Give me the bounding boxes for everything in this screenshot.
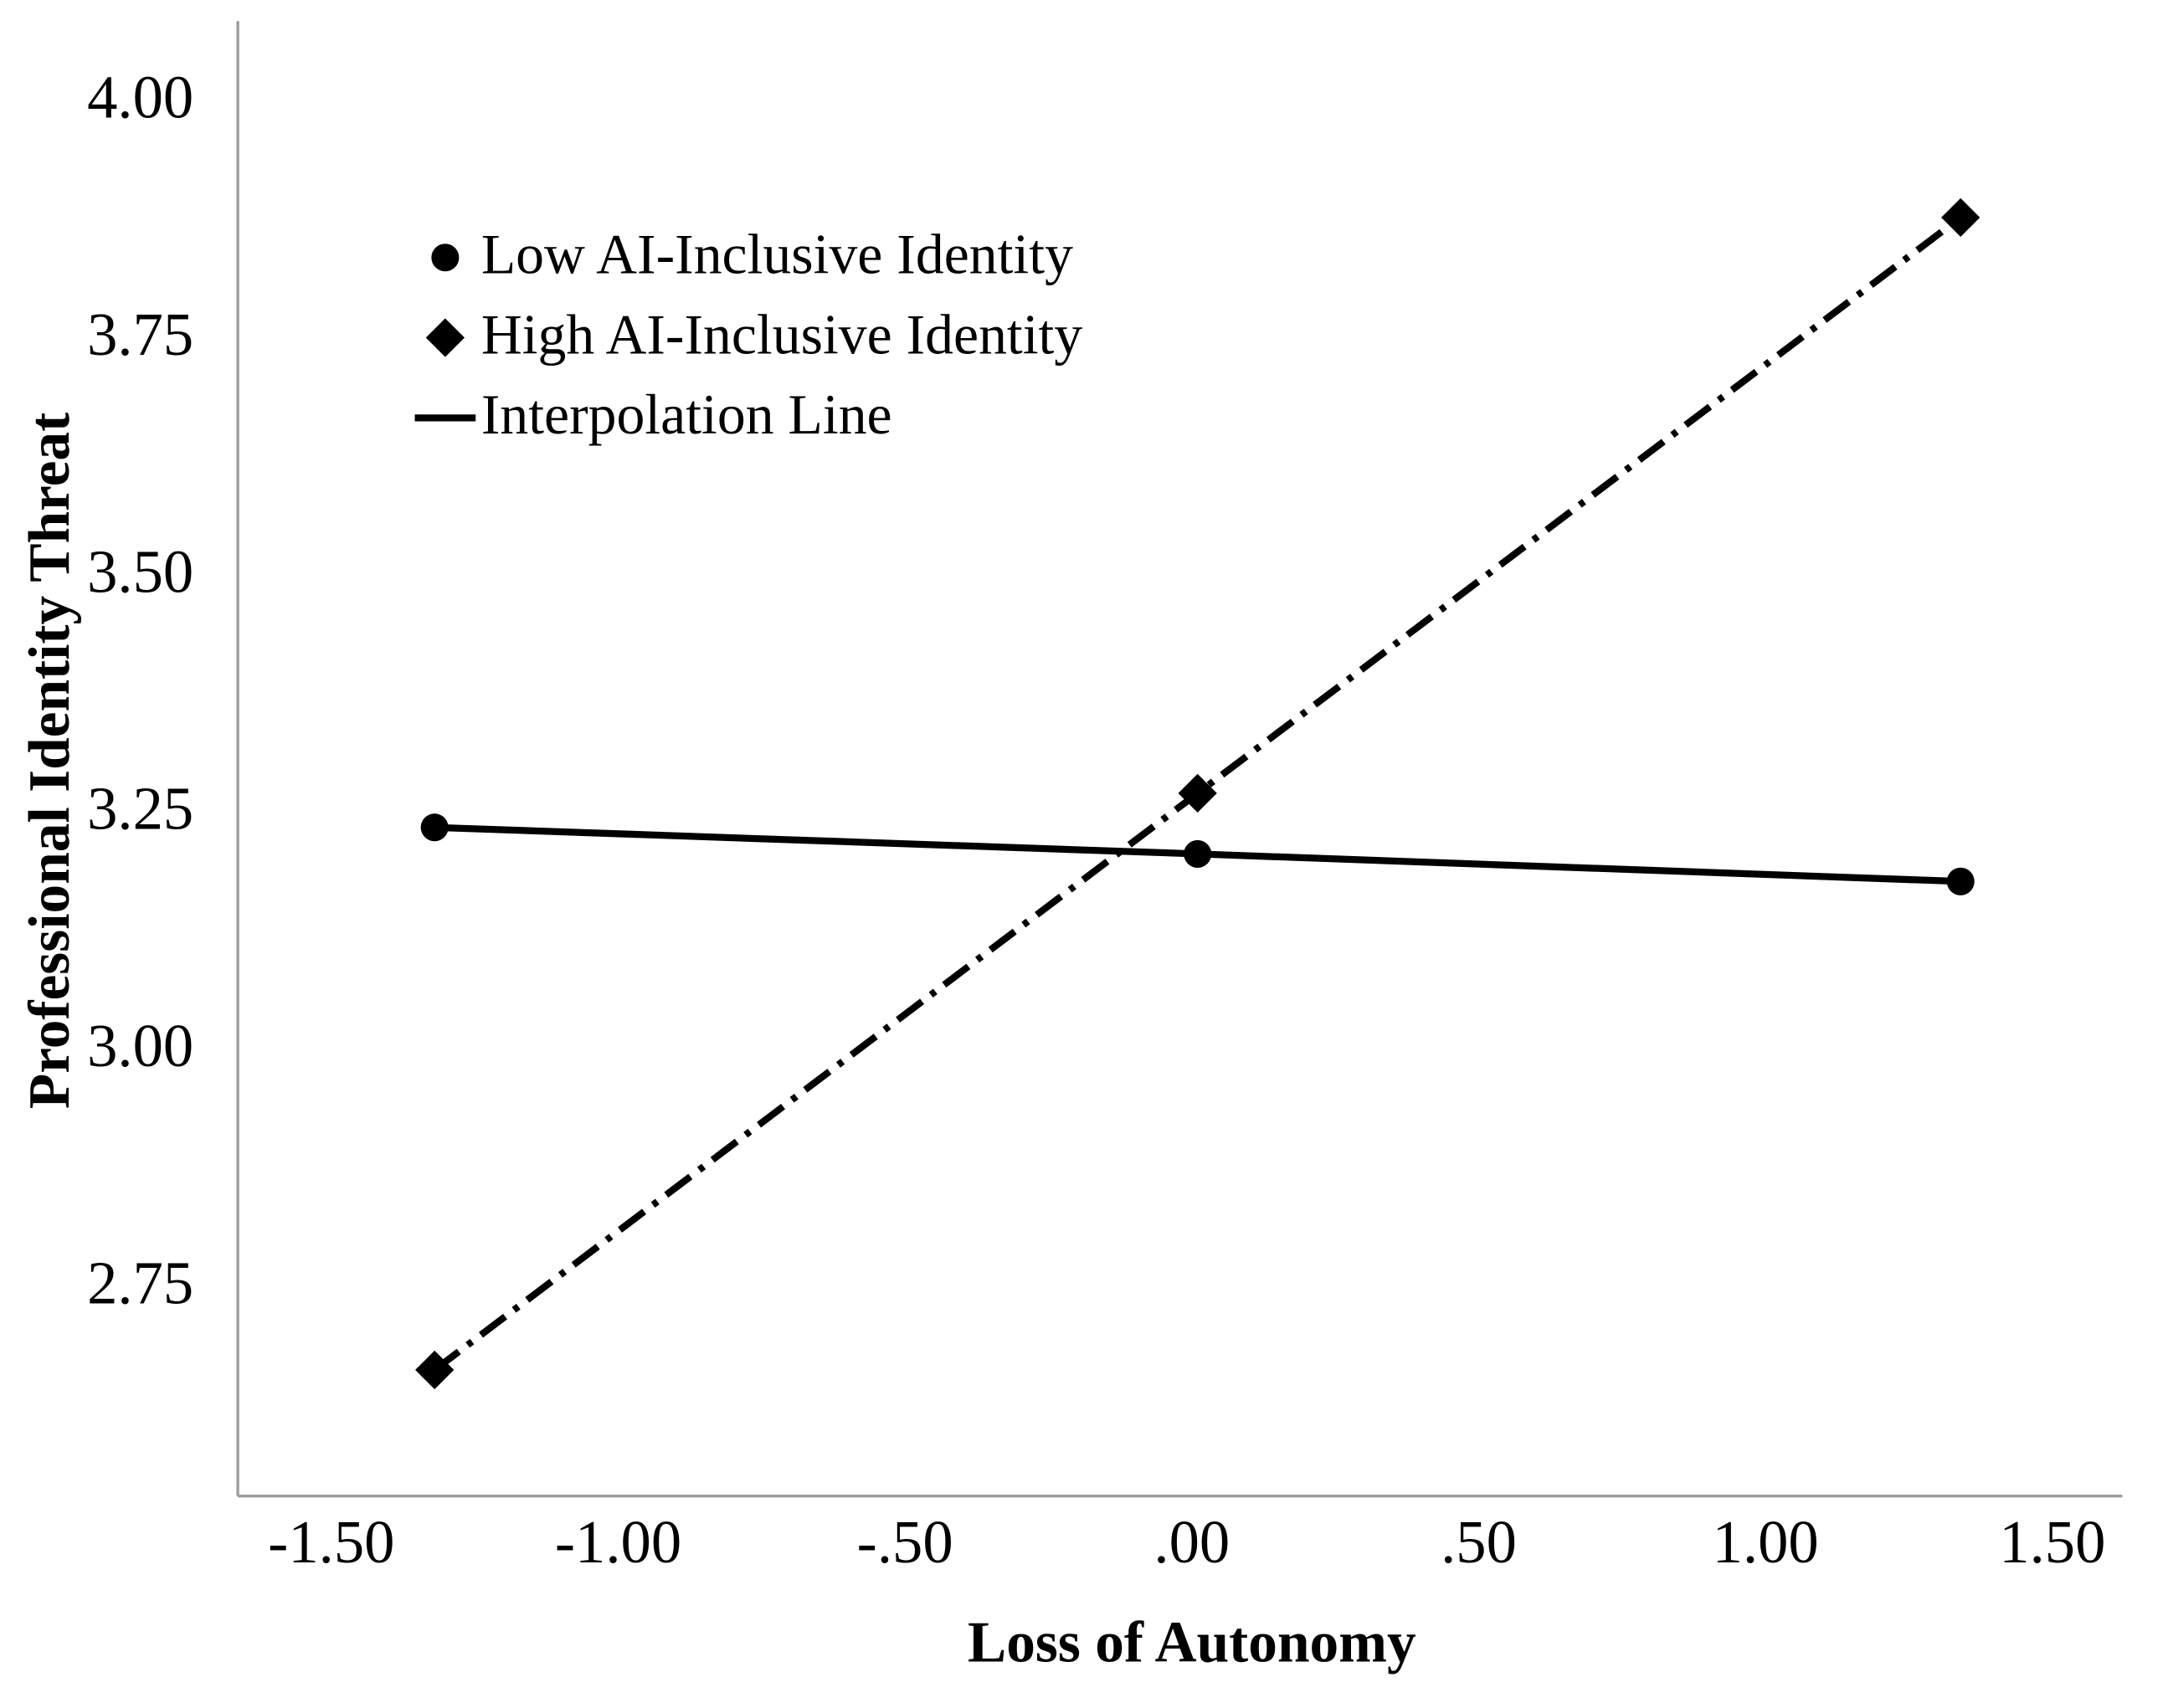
y-tick-label: 4.00 (87, 64, 193, 131)
x-axis-title: Loss of Autonomy (968, 1610, 1416, 1675)
x-tick-label: -1.00 (555, 1508, 681, 1576)
legend-marker (431, 244, 460, 272)
x-tick-label: .50 (1441, 1508, 1517, 1576)
legend-label: High AI-Inclusive Identity (481, 303, 1083, 366)
x-tick-label: 1.50 (1999, 1508, 2105, 1576)
y-tick-label: 3.00 (87, 1012, 193, 1080)
y-axis-title: Professional Identity Threat (18, 413, 82, 1109)
x-tick-label: -1.50 (268, 1508, 394, 1576)
legend-label: Interpolation Line (481, 383, 892, 446)
data-point (415, 1350, 455, 1390)
x-tick-label: -.50 (857, 1508, 953, 1576)
data-point (1184, 839, 1212, 868)
data-point (1178, 773, 1217, 813)
data-point (420, 813, 449, 842)
x-tick-label: 1.00 (1713, 1508, 1819, 1576)
y-tick-label: 3.50 (87, 537, 193, 605)
x-tick-label: .00 (1153, 1508, 1230, 1576)
data-point (1941, 197, 1980, 238)
data-point (1946, 867, 1975, 895)
legend-marker (425, 318, 465, 357)
y-tick-label: 3.25 (87, 775, 193, 843)
y-tick-label: 3.75 (87, 300, 193, 368)
y-tick-label: 2.75 (87, 1249, 193, 1316)
legend-label: Low AI-Inclusive Identity (481, 223, 1073, 286)
